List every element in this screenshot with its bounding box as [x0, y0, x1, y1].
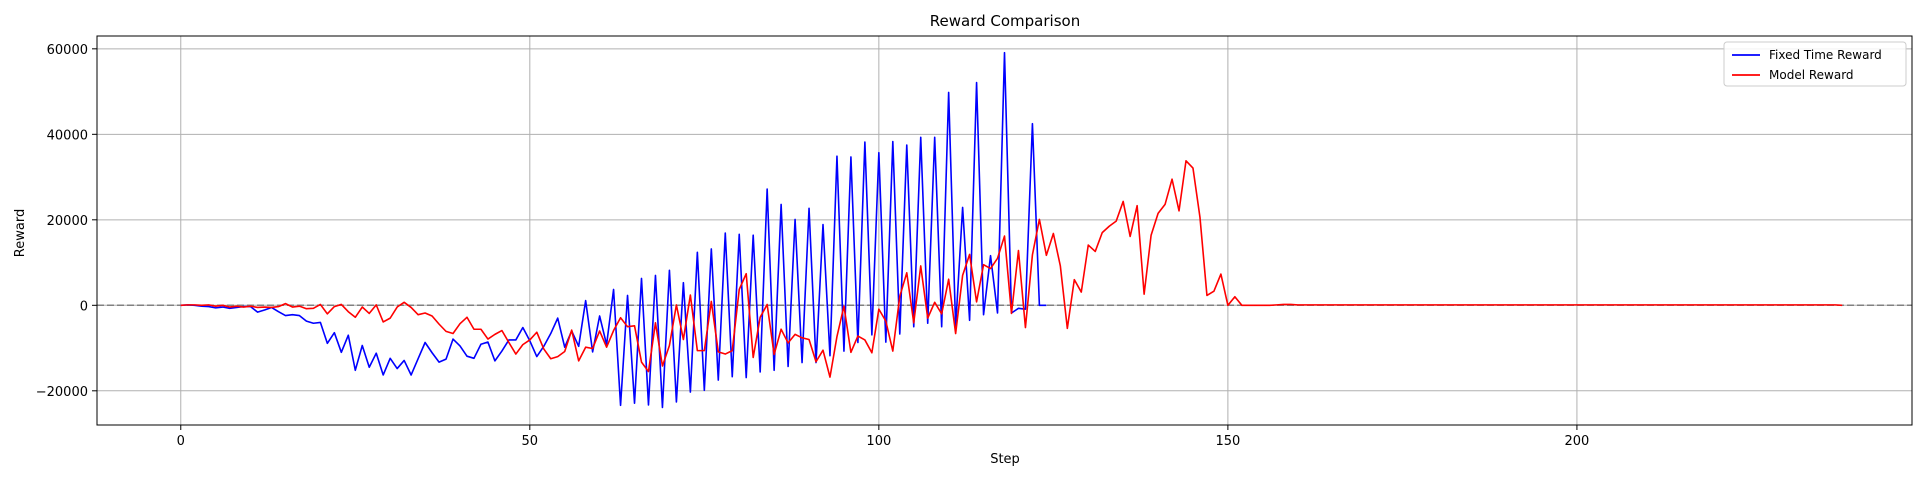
chart-title: Reward Comparison — [930, 12, 1080, 30]
x-axis-label: Step — [990, 452, 1020, 467]
y-tick-label: −20000 — [36, 385, 88, 400]
legend-entry: Model Reward — [1769, 68, 1854, 82]
y-tick-label: 0 — [80, 299, 88, 314]
legend-box — [1723, 41, 1907, 87]
y-axis-label: Reward — [13, 209, 28, 257]
series-line-fixed-time-reward — [180, 51, 1047, 409]
series-line-model-reward — [180, 160, 1843, 378]
x-tick-label: 50 — [522, 434, 539, 449]
x-tick-label: 100 — [866, 434, 891, 449]
axis-ticks: 0 50 100 150 200 −20000 0 20000 40000 60000 — [36, 43, 1590, 449]
x-tick-label: 150 — [1215, 434, 1240, 449]
x-tick-label: 200 — [1565, 434, 1590, 449]
legend-entry: Fixed Time Reward — [1769, 48, 1882, 62]
plot-frame — [96, 35, 1913, 426]
legend: Fixed Time Reward Model Reward — [1723, 41, 1907, 87]
y-tick-label: 40000 — [47, 128, 88, 143]
series-lines — [180, 51, 1843, 409]
y-tick-label: 20000 — [47, 214, 88, 229]
y-tick-label: 60000 — [47, 43, 88, 58]
x-tick-label: 0 — [177, 434, 185, 449]
